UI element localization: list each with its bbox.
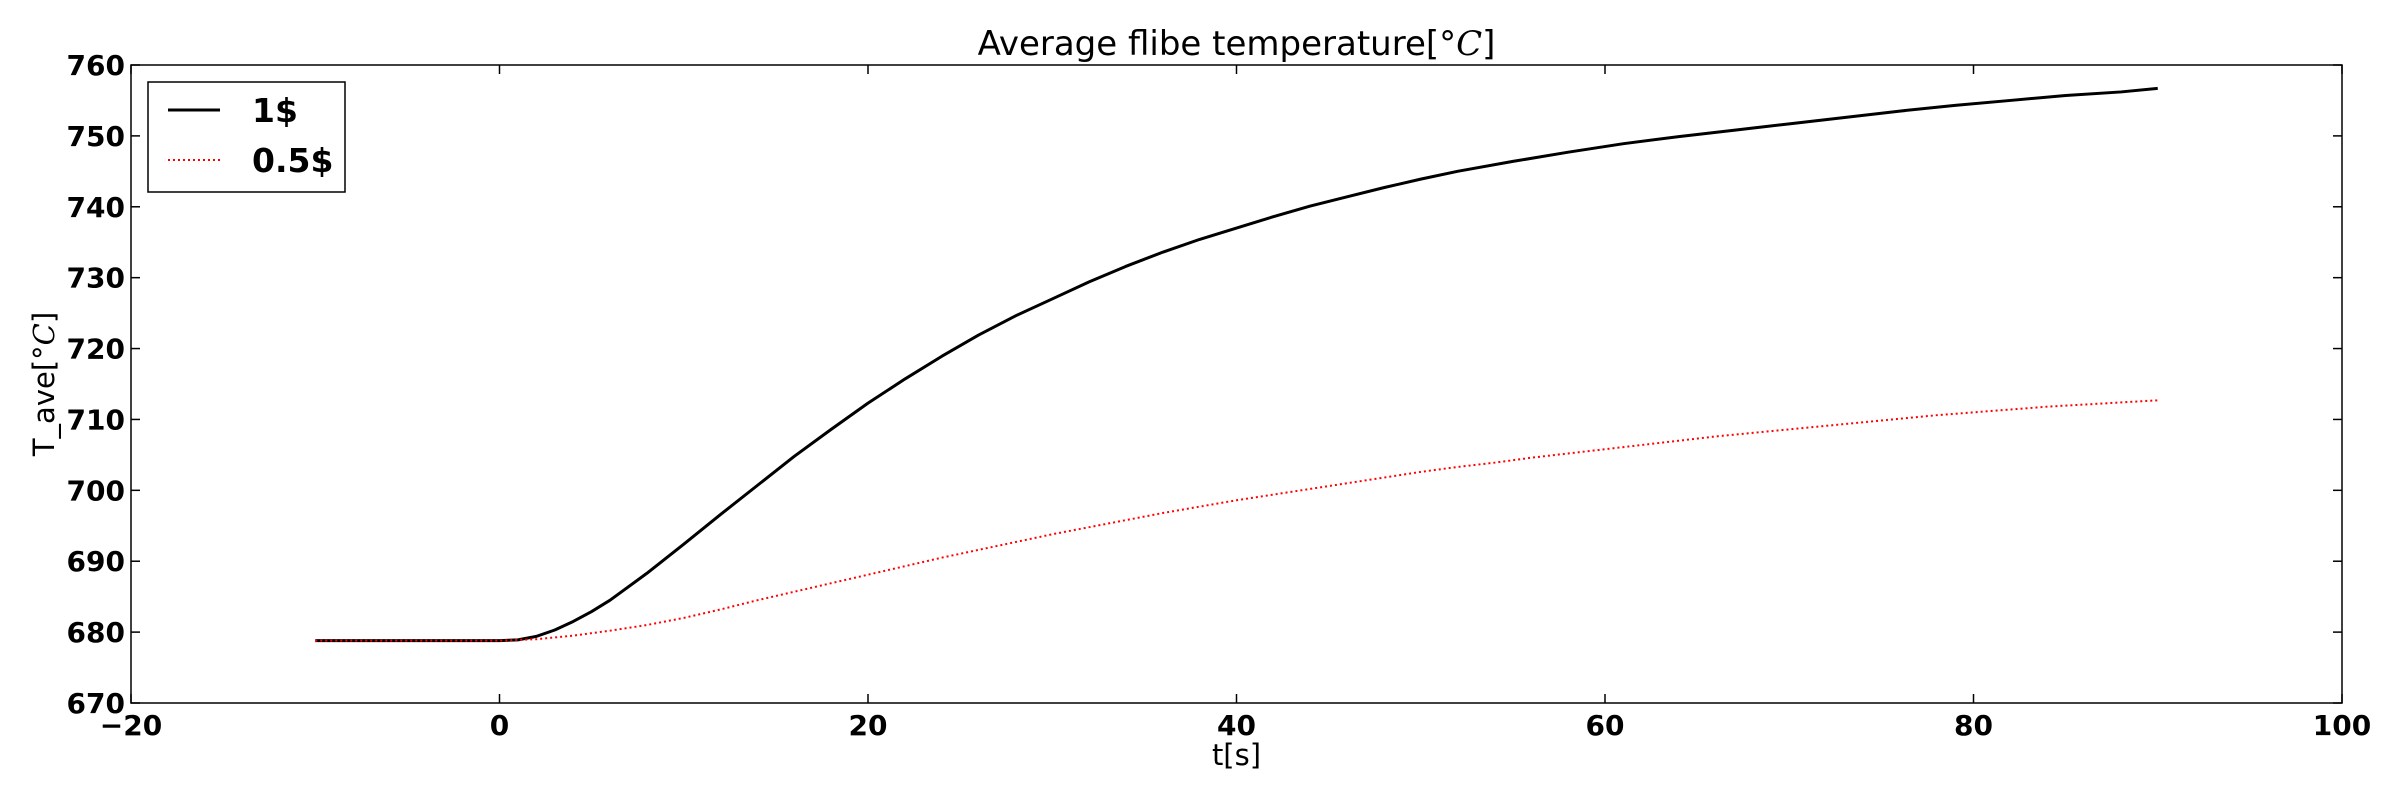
y-axis-label-degree: ° xyxy=(27,345,61,360)
y-tick-label: 720 xyxy=(67,333,125,366)
legend-label-2: 0.5$ xyxy=(252,141,333,180)
y-tick-label: 690 xyxy=(67,545,125,578)
y-tick-label: 760 xyxy=(67,49,125,82)
y-axis-label-unit: C xyxy=(27,323,61,345)
chart-title-prefix: Average flibe temperature[ xyxy=(978,24,1440,64)
chart-title-suffix: ] xyxy=(1482,24,1495,64)
axes: −20 0 20 40 60 80 100 670 680 690 700 710 720 730 740 7… xyxy=(67,49,2372,742)
x-tick-label: 40 xyxy=(1217,709,1256,742)
y-tick-label: 730 xyxy=(67,262,125,295)
series-line-1 xyxy=(315,86,2158,643)
y-axis-label: T_ave[°C] xyxy=(27,312,61,457)
x-tick-label: 80 xyxy=(1954,709,1993,742)
legend: 1$ 0.5$ xyxy=(147,81,346,193)
chart-title-degree: ° xyxy=(1439,24,1456,64)
x-tick-label: 100 xyxy=(2313,709,2371,742)
plot-frame xyxy=(130,64,2343,704)
y-tick-label: 700 xyxy=(67,474,125,507)
chart-title: Average flibe temperature[°C] xyxy=(978,24,1496,64)
x-tick-label: 20 xyxy=(849,709,888,742)
y-axis-label-prefix: T_ave[ xyxy=(27,360,61,457)
legend-box xyxy=(147,81,346,193)
x-axis-label: t[s] xyxy=(1212,738,1261,772)
x-tick-label: −20 xyxy=(100,709,162,742)
legend-label-1: 1$ xyxy=(252,91,298,130)
chart-title-unit: C xyxy=(1456,24,1482,64)
y-tick-label: 710 xyxy=(67,403,125,436)
y-tick-label: 740 xyxy=(67,191,125,224)
plot-area xyxy=(315,86,2158,643)
y-tick-label: 670 xyxy=(67,687,125,720)
x-tick-label: 60 xyxy=(1586,709,1625,742)
x-tick-label: 0 xyxy=(490,709,509,742)
series-line-2 xyxy=(315,399,2158,642)
y-axis-label-suffix: ] xyxy=(27,312,61,323)
y-tick-label: 680 xyxy=(67,616,125,649)
y-tick-label: 750 xyxy=(67,120,125,153)
